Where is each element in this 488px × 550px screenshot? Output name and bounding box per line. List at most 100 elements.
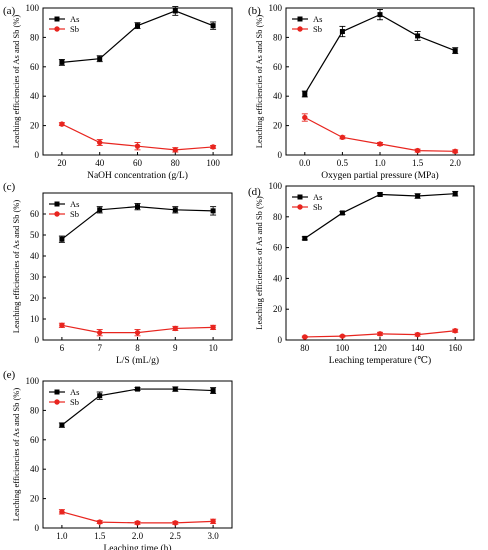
legend-label: As (70, 387, 79, 397)
y-tick-label: 20 (30, 494, 40, 504)
series-line (304, 13, 456, 95)
data-point (59, 509, 65, 515)
series-Sb (58, 509, 217, 526)
data-point (452, 328, 458, 334)
x-axis-label: NaOH concentration (g/L) (87, 170, 188, 181)
x-tick-label: 1.5 (412, 158, 424, 168)
data-point (97, 393, 103, 399)
y-tick-label: 80 (30, 32, 40, 42)
y-axis-label: Leaching efficiencies of As and Sb (%) (11, 15, 21, 149)
y-tick-label: 20 (273, 304, 283, 314)
data-point (377, 331, 383, 337)
x-tick-label: 8 (135, 343, 140, 353)
y-tick-label: 80 (273, 32, 283, 42)
legend-marker (54, 16, 60, 22)
data-point (97, 329, 103, 336)
legend-marker (297, 204, 303, 210)
data-point (59, 121, 65, 127)
data-point (210, 208, 216, 214)
data-point (59, 59, 65, 65)
data-point (415, 193, 421, 199)
data-point (134, 143, 141, 149)
panel-label: (a) (3, 5, 16, 17)
data-point (452, 191, 458, 197)
data-point (302, 334, 308, 340)
y-tick-label: 80 (30, 405, 40, 415)
y-tick-label: 40 (273, 273, 283, 283)
y-tick-label: 60 (30, 209, 40, 219)
x-tick-label: 140 (411, 343, 425, 353)
y-tick-label: 100 (269, 181, 283, 191)
data-point (415, 33, 421, 39)
data-point (210, 518, 216, 525)
y-tick-label: 100 (26, 376, 40, 386)
series-line (61, 206, 214, 240)
legend-label: As (70, 14, 79, 24)
data-point (172, 520, 178, 526)
x-tick-label: 100 (336, 343, 350, 353)
x-tick-label: 10 (209, 343, 219, 353)
legend-marker (54, 211, 60, 217)
data-point (377, 12, 383, 18)
x-tick-label: 3.0 (207, 531, 219, 541)
data-point (172, 8, 178, 14)
legend-label: Sb (70, 209, 79, 219)
data-point (97, 139, 103, 146)
data-point (134, 520, 141, 526)
legend-marker (297, 194, 303, 200)
data-point (210, 23, 216, 29)
data-point (172, 147, 178, 153)
y-tick-label: 60 (30, 435, 40, 445)
y-tick-label: 0 (35, 523, 40, 533)
series-As (58, 203, 217, 243)
x-tick-label: 100 (206, 158, 220, 168)
y-tick-label: 60 (273, 62, 283, 72)
data-point (414, 147, 421, 154)
legend-marker (54, 389, 60, 395)
data-point (339, 134, 346, 141)
x-tick-label: 2.0 (132, 531, 144, 541)
data-point (134, 329, 141, 336)
chart-panel-2: 6 7 8 9 10 0 10 20 30 40 50 60 L/S (mL/g) Leaching ef… (3, 181, 233, 366)
data-point (210, 388, 216, 394)
y-tick-label: 20 (30, 293, 40, 303)
data-point (172, 325, 178, 332)
data-point (135, 204, 140, 210)
x-axis-label: L/S (mL/g) (116, 355, 159, 366)
data-point (377, 141, 383, 147)
series-As (301, 9, 459, 98)
series-As (58, 6, 217, 66)
series-Sb (58, 322, 217, 337)
data-point (377, 191, 383, 197)
y-tick-label: 20 (273, 121, 283, 131)
series-Sb (301, 113, 459, 155)
legend-marker (54, 399, 60, 405)
chart-panel-4: 1.0 1.5 2.0 2.5 3.0 0 20 40 60 80 100 Leaching time… (3, 369, 233, 550)
panel-label: (d) (248, 186, 261, 198)
data-point (210, 324, 216, 331)
x-tick-label: 2.5 (170, 531, 182, 541)
y-axis-label: Leaching efficiencies of As and Sb (%) (254, 196, 264, 330)
y-tick-label: 60 (30, 62, 40, 72)
y-axis-label: Leaching efficiencies of As and Sb (%) (11, 200, 21, 334)
y-tick-label: 10 (30, 314, 40, 324)
y-tick-label: 40 (30, 464, 40, 474)
x-axis-label: Oxygen partial pressure (MPa) (321, 170, 438, 181)
legend-label: As (70, 199, 79, 209)
data-point (210, 144, 216, 150)
series-line (61, 10, 214, 63)
x-tick-label: 80 (171, 158, 181, 168)
data-point (302, 235, 308, 241)
y-tick-label: 100 (269, 3, 283, 13)
data-point (302, 91, 308, 97)
data-point (414, 331, 421, 338)
data-point (452, 148, 458, 155)
x-tick-label: 0.0 (299, 158, 311, 168)
y-tick-label: 0 (278, 335, 283, 345)
data-point (59, 236, 65, 242)
x-tick-label: 9 (173, 343, 178, 353)
data-point (59, 322, 65, 328)
y-tick-label: 20 (30, 121, 40, 131)
